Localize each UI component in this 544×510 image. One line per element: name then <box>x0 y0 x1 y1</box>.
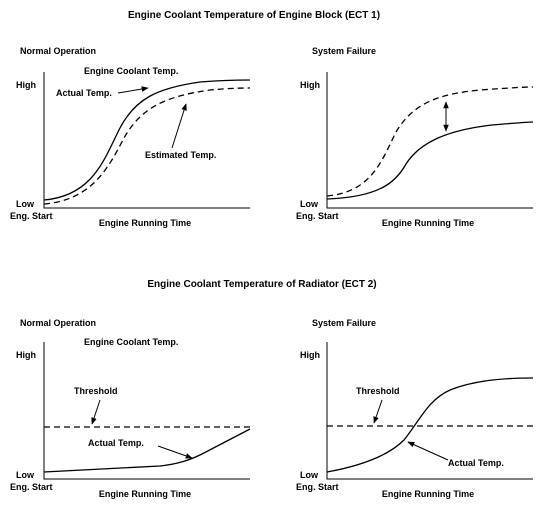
axes <box>326 72 533 209</box>
panel-ect1-normal: Normal Operation Engine Coolant Temp. Hi… <box>10 46 251 228</box>
x-start-label: Eng. Start <box>10 211 53 221</box>
x-start-label: Eng. Start <box>296 482 339 492</box>
actual-temp-curve <box>43 79 251 201</box>
panel-ect2-failure: System Failure High Low Eng. Start Engin… <box>296 318 534 499</box>
actual-temp-curve <box>43 428 251 473</box>
arrow-threshold <box>373 399 383 424</box>
panel-heading: System Failure <box>312 318 376 328</box>
arrow-threshold <box>91 399 101 425</box>
x-start-label: Eng. Start <box>10 482 53 492</box>
panel-heading: Normal Operation <box>20 318 96 328</box>
panel-ect1-failure: System Failure High Low Eng. Start Engin… <box>296 46 534 228</box>
arrow-actual-temp <box>157 445 193 459</box>
estimated-temp-curve <box>326 86 534 197</box>
y-low-label: Low <box>16 470 35 480</box>
actual-temp-curve <box>326 121 534 200</box>
section-title-ect1: Engine Coolant Temperature of Engine Blo… <box>128 10 380 21</box>
x-start-label: Eng. Start <box>296 211 339 221</box>
arrow-actual-temp <box>407 441 449 461</box>
x-axis-label: Engine Running Time <box>382 218 474 228</box>
y-low-label: Low <box>300 470 319 480</box>
arrow-actual-temp <box>117 86 149 94</box>
x-axis-label: Engine Running Time <box>382 489 474 499</box>
arrow-estimated-temp <box>171 103 187 149</box>
annotation-actual-temp: Actual Temp. <box>56 88 112 98</box>
actual-temp-curve <box>326 377 534 473</box>
panel-heading: Normal Operation <box>20 46 96 56</box>
estimated-temp-curve <box>43 87 251 205</box>
y-high-label: High <box>16 80 36 90</box>
y-high-label: High <box>300 80 320 90</box>
section-title-ect2: Engine Coolant Temperature of Radiator (… <box>147 279 376 290</box>
axes <box>43 342 250 480</box>
curve-title: Engine Coolant Temp. <box>84 337 178 347</box>
x-axis-label: Engine Running Time <box>99 489 191 499</box>
panel-ect2-normal: Normal Operation Engine Coolant Temp. Hi… <box>10 318 251 499</box>
annotation-threshold: Threshold <box>356 386 400 396</box>
annotation-actual-temp: Actual Temp. <box>88 438 144 448</box>
y-low-label: Low <box>300 199 319 209</box>
annotation-actual-temp: Actual Temp. <box>448 458 504 468</box>
curve-title: Engine Coolant Temp. <box>84 66 178 76</box>
y-high-label: High <box>16 350 36 360</box>
panel-heading: System Failure <box>312 46 376 56</box>
axes <box>326 342 533 480</box>
annotation-estimated-temp: Estimated Temp. <box>145 150 216 160</box>
y-high-label: High <box>300 350 320 360</box>
axes <box>43 72 250 209</box>
y-low-label: Low <box>16 199 35 209</box>
annotation-threshold: Threshold <box>74 386 118 396</box>
x-axis-label: Engine Running Time <box>99 218 191 228</box>
